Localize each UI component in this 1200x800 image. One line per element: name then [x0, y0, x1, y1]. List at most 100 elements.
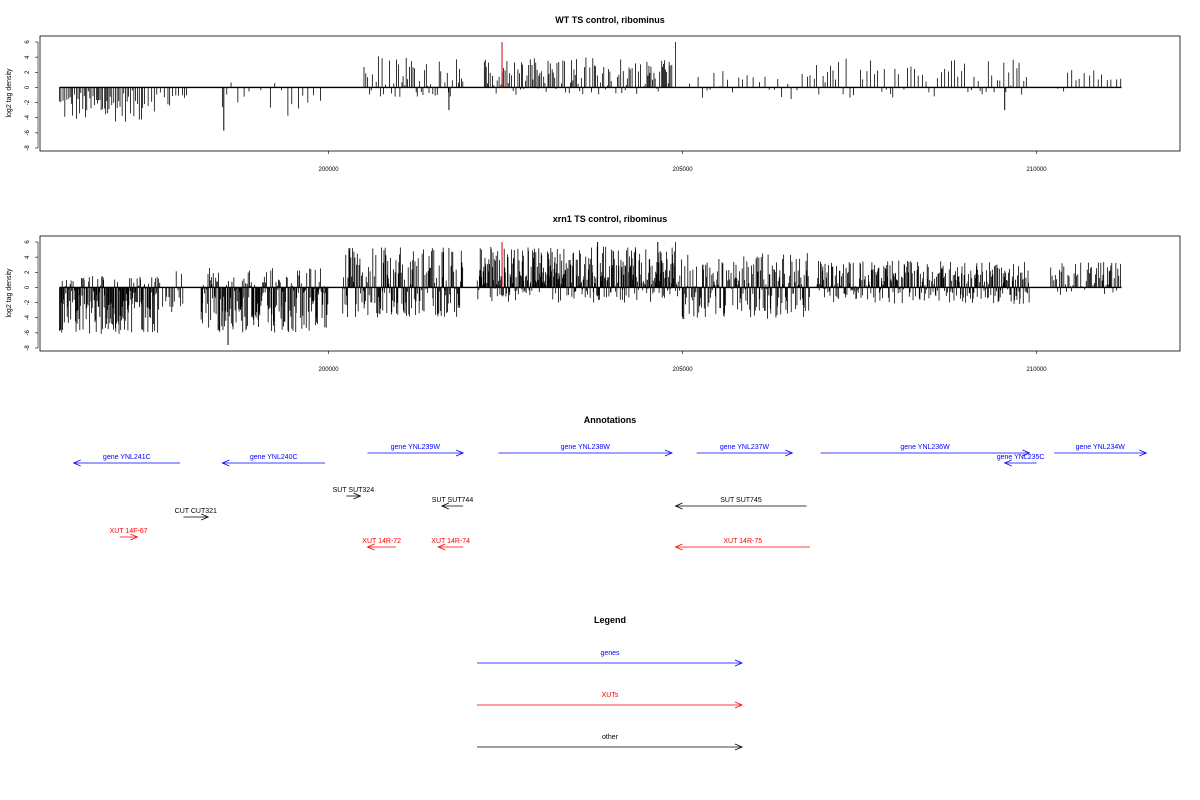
annotation-feature: gene YNL235C — [997, 454, 1045, 467]
y-tick-label: -6 — [25, 130, 31, 136]
legend-arrow-arrowhead — [734, 701, 744, 709]
y-axis: 6 4 2 0 -2 -4 -6 -8 — [25, 240, 39, 351]
annotations-title: Annotations — [584, 415, 637, 425]
feature-arrow-arrowhead — [130, 533, 139, 541]
track-title: xrn1 TS control, ribominus — [553, 214, 668, 224]
annotation-feature: gene YNL238W — [498, 444, 673, 457]
annotation-feature: gene YNL240C — [221, 454, 326, 467]
feature-arrow-arrowhead — [201, 513, 210, 521]
y-tick-label: 4 — [25, 55, 31, 59]
feature-label: gene YNL235C — [997, 454, 1045, 461]
feature-label: XUT 14F-67 — [110, 528, 148, 535]
feature-arrow-arrowhead — [674, 543, 683, 551]
y-axis-label: log2 tag density — [6, 268, 13, 318]
x-tick-label: 210000 — [1027, 367, 1048, 373]
feature-label: SUT SUT324 — [333, 487, 375, 494]
annotation-feature: SUT SUT745 — [674, 497, 807, 510]
y-tick-label: 2 — [25, 70, 31, 74]
legend-item-other: other — [477, 734, 744, 751]
legend-item-label: genes — [600, 650, 620, 657]
annotation-feature: SUT SUT324 — [333, 487, 375, 500]
x-tick-label: 200000 — [319, 367, 340, 373]
feature-arrow-arrowhead — [785, 449, 794, 457]
y-tick-label: 0 — [25, 285, 31, 289]
x-tick-label: 200000 — [319, 167, 340, 173]
x-axis: 200000 205000 210000 — [319, 151, 1048, 173]
feature-label: gene YNL241C — [103, 454, 151, 461]
feature-label: XUT 14R-74 — [431, 538, 470, 545]
y-tick-label: -4 — [25, 314, 31, 320]
feature-arrow-arrowhead — [1003, 459, 1012, 467]
feature-arrow-arrowhead — [221, 459, 230, 467]
feature-arrow-arrowhead — [455, 449, 465, 457]
annotation-feature: gene YNL239W — [367, 444, 465, 457]
feature-arrow-arrowhead — [72, 459, 81, 467]
legend-panel: Legend genes XUTs other — [477, 615, 744, 751]
track-title: WT TS control, ribominus — [555, 15, 665, 25]
feature-arrow-arrowhead — [353, 492, 362, 500]
legend-item-xut: XUTs — [477, 692, 744, 709]
annotation-feature: gene YNL236W — [820, 444, 1031, 457]
y-tick-label: -4 — [25, 114, 31, 120]
annotations-panel: Annotations gene YNL241C gene YNL240Cgene… — [72, 415, 1148, 551]
y-tick-label: -8 — [25, 345, 31, 351]
feature-arrow-arrowhead — [366, 543, 375, 551]
feature-arrow-arrowhead — [674, 502, 683, 510]
annotation-feature: XUT 14R-74 — [431, 538, 470, 551]
annotation-feature: XUT 14R-75 — [674, 538, 811, 551]
y-tick-label: -8 — [25, 145, 31, 151]
legend-items: genes XUTs other — [477, 650, 744, 751]
annotation-feature: XUT 14R-72 — [362, 538, 401, 551]
feature-label: gene YNL236W — [900, 444, 950, 451]
legend-arrow-arrowhead — [734, 659, 744, 667]
annotation-feature: XUT 14F-67 — [110, 528, 148, 541]
y-tick-label: -2 — [25, 299, 31, 305]
feature-arrow-arrowhead — [1022, 449, 1031, 457]
x-tick-label: 210000 — [1027, 167, 1048, 173]
legend-item-label: XUTs — [602, 692, 619, 699]
feature-arrow-arrowhead — [440, 502, 450, 510]
feature-arrow-arrowhead — [437, 543, 446, 551]
annotation-feature: gene YNL241C — [72, 454, 180, 467]
feature-label: gene YNL240C — [250, 454, 298, 461]
annotation-feature: CUT CUT321 — [175, 508, 217, 521]
annotation-features: gene YNL241C gene YNL240C gene YNL239W gene… — [72, 444, 1148, 551]
y-tick-label: -6 — [25, 330, 31, 336]
feature-label: gene YNL239W — [391, 444, 441, 451]
legend-title: Legend — [594, 615, 626, 625]
feature-label: gene YNL238W — [561, 444, 611, 451]
legend-arrow-arrowhead — [734, 743, 744, 751]
feature-label: XUT 14R-75 — [723, 538, 762, 545]
x-axis: 200000 205000 210000 — [319, 351, 1048, 373]
y-tick-label: 6 — [25, 40, 31, 44]
y-tick-label: 6 — [25, 240, 31, 244]
x-tick-label: 205000 — [673, 167, 694, 173]
y-tick-label: 4 — [25, 255, 31, 259]
annotation-feature: SUT SUT744 — [432, 497, 474, 510]
feature-label: CUT CUT321 — [175, 508, 217, 515]
feature-label: gene YNL234W — [1076, 444, 1126, 451]
annotation-feature: gene YNL234W — [1054, 444, 1148, 457]
legend-item-label: other — [602, 734, 619, 741]
y-axis: 6 4 2 0 -2 -4 -6 -8 — [25, 40, 39, 151]
feature-label: SUT SUT745 — [720, 497, 762, 504]
y-tick-label: 0 — [25, 85, 31, 89]
plot-frame — [39, 235, 1181, 352]
y-tick-label: 2 — [25, 270, 31, 274]
feature-label: XUT 14R-72 — [362, 538, 401, 545]
track-wt: WT TS control, ribominus log2 tag densit… — [6, 15, 1181, 173]
feature-arrow-arrowhead — [664, 449, 673, 457]
plot-frame — [39, 35, 1181, 152]
feature-label: gene YNL237W — [720, 444, 770, 451]
annotation-feature: gene YNL237W — [696, 444, 794, 457]
feature-arrow-arrowhead — [1139, 449, 1148, 457]
bar-group — [59, 42, 1122, 131]
y-axis-label: log2 tag density — [6, 68, 13, 118]
bar-group — [59, 242, 1122, 345]
track-xrn1: xrn1 TS control, ribominus log2 tag dens… — [6, 214, 1181, 373]
legend-item-gene: genes — [477, 650, 744, 667]
x-tick-label: 205000 — [673, 367, 694, 373]
y-tick-label: -2 — [25, 99, 31, 105]
feature-label: SUT SUT744 — [432, 497, 474, 504]
